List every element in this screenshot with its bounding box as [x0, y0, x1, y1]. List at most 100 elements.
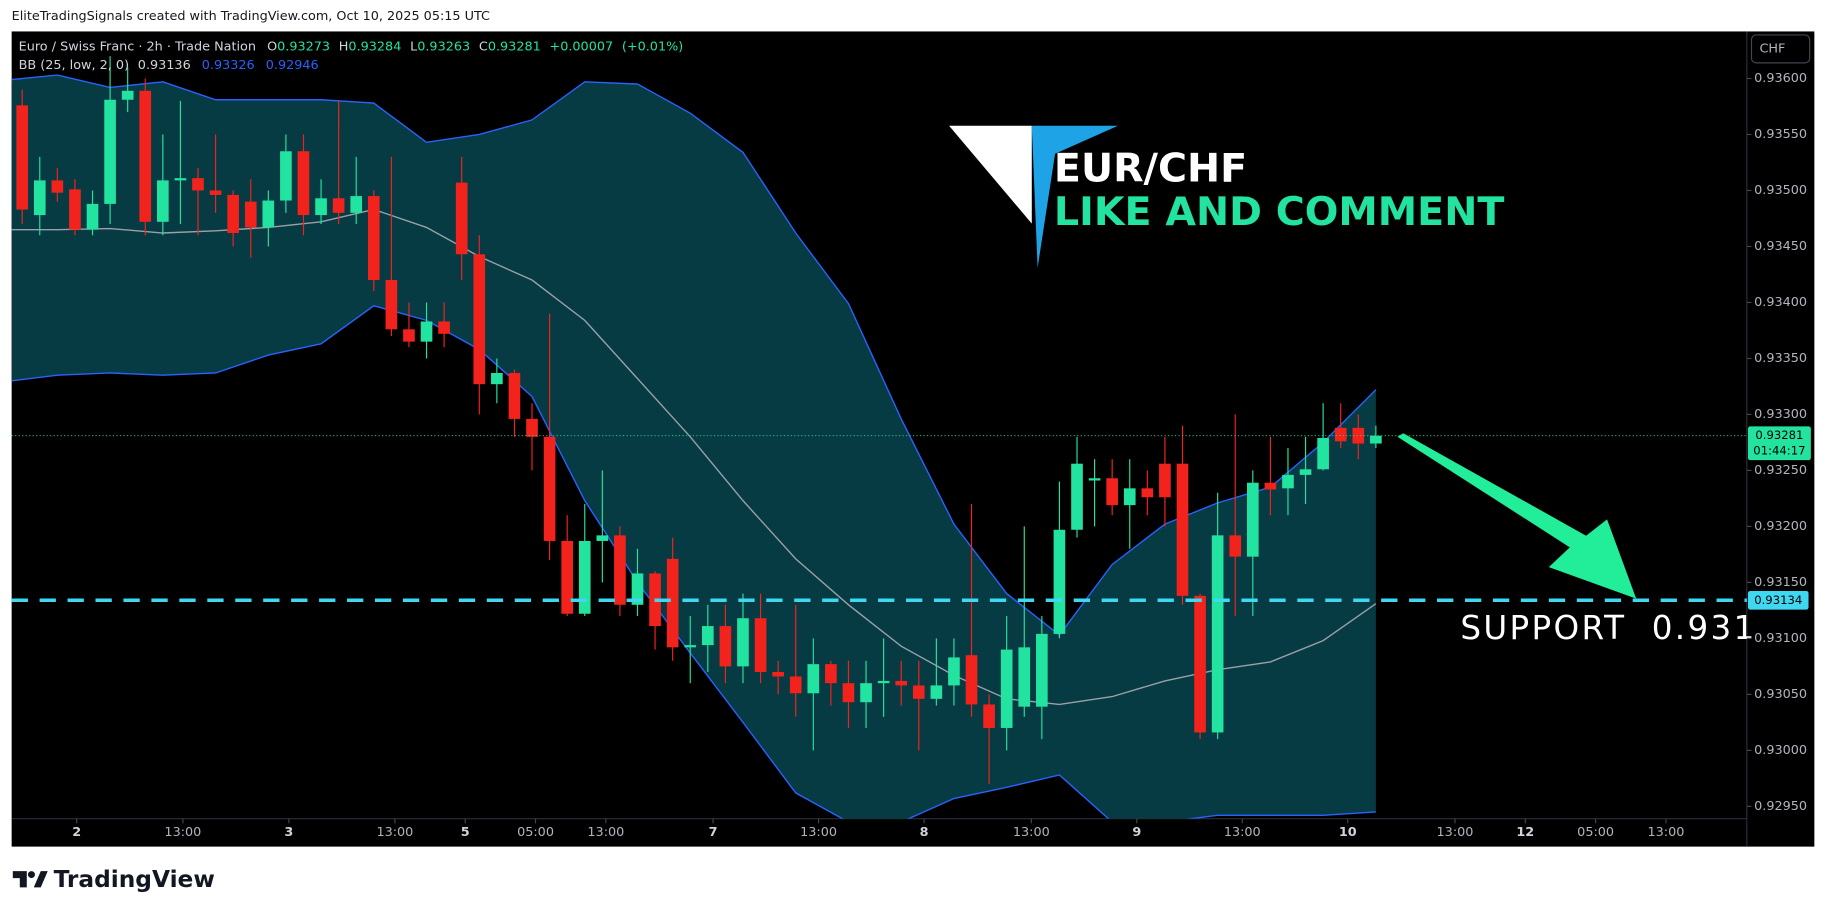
candle-body: [315, 198, 327, 216]
candle-body: [244, 201, 257, 228]
logo-mark: [12, 871, 27, 888]
y-tick-label: 0.93400: [1754, 295, 1807, 310]
ohlc-letter: O: [267, 39, 277, 54]
pair-annotation: EUR/CHF: [1054, 146, 1247, 192]
logo-mark: [27, 871, 35, 879]
y-tick-label: 0.93550: [1754, 127, 1807, 142]
candle-body: [455, 182, 468, 255]
candle-body: [69, 189, 81, 230]
candle-body: [332, 198, 345, 213]
candle-body: [701, 626, 714, 646]
bb-upper-value: 0.93326: [202, 58, 255, 73]
candle-body: [684, 645, 697, 648]
candle-body: [1123, 488, 1136, 506]
legend-symbol: Euro / Swiss Franc · 2h · Trade Nation O…: [19, 39, 684, 54]
candle-body: [209, 190, 222, 195]
candle-body: [473, 254, 486, 385]
y-tick-label: 0.93000: [1754, 743, 1807, 758]
candle-body: [948, 657, 960, 686]
candle-body: [403, 329, 415, 342]
x-tick-label: 13:00: [587, 825, 624, 840]
candle-body: [1317, 437, 1329, 470]
support-annotation: SUPPORT 0.931: [1460, 609, 1756, 647]
candle-body: [666, 558, 679, 648]
candle-body: [51, 180, 64, 193]
candle-body: [543, 436, 556, 541]
candle-body: [1176, 463, 1189, 596]
candle-body: [1334, 427, 1347, 442]
candle-body: [1088, 478, 1101, 481]
x-tick-label: 3: [284, 825, 293, 840]
candle-body: [1194, 595, 1206, 733]
candle-body: [1211, 535, 1224, 733]
candle-body: [33, 180, 46, 216]
candle-body: [280, 151, 292, 201]
candle-body: [157, 180, 169, 222]
ohlc-value: 0.93263: [417, 39, 470, 54]
x-tick-label: 13:00: [376, 825, 413, 840]
x-tick-label: 10: [1339, 825, 1357, 840]
candle-body: [297, 151, 310, 216]
candle-body: [754, 618, 767, 672]
currency-button-frame[interactable]: [1750, 34, 1811, 64]
candle-body: [895, 680, 908, 686]
candle-body: [1352, 427, 1365, 444]
candle-body: [772, 671, 784, 677]
candle-body: [86, 203, 99, 230]
candle-body: [860, 683, 872, 703]
candle-body: [789, 676, 802, 694]
legend-bb: BB (25, low, 2, 0) 0.93136 0.93326 0.929…: [19, 58, 319, 73]
candle-body: [1141, 488, 1154, 498]
candle-body: [367, 196, 380, 281]
currency-label[interactable]: CHF: [1759, 41, 1785, 56]
candle-body: [262, 200, 275, 228]
currency-button[interactable]: CHF: [1750, 34, 1811, 64]
candle-body: [983, 704, 995, 728]
x-tick-label: 13:00: [164, 825, 201, 840]
x-tick-label: 7: [709, 825, 718, 840]
plot: [11, 56, 1382, 819]
candle-body: [807, 664, 820, 694]
candle-body: [825, 664, 837, 684]
x-tick-label: 13:00: [1647, 825, 1684, 840]
candle-body: [719, 626, 732, 667]
candle-body: [385, 280, 398, 330]
last-price-tag: [1747, 426, 1811, 461]
candle-body: [1229, 535, 1242, 557]
x-tick-label: 8: [920, 825, 929, 840]
logo-mark: [33, 871, 48, 888]
candle-body: [526, 418, 538, 437]
candle-body: [139, 90, 152, 222]
candle-body: [737, 618, 749, 667]
candle-body: [614, 535, 626, 605]
candle-body: [1159, 463, 1171, 498]
x-tick-label: 13:00: [1013, 825, 1050, 840]
x-tick-label: 13:00: [800, 825, 837, 840]
candle-body: [912, 685, 925, 699]
ohlc-letter: C: [479, 39, 488, 54]
candle-body: [842, 683, 855, 703]
candle-body: [438, 321, 450, 334]
candle-body: [877, 680, 890, 684]
ohlc-letter: H: [339, 39, 349, 54]
candle-body: [578, 540, 591, 614]
candle-body: [1246, 482, 1259, 557]
ohlc-value: 0.93273: [277, 39, 330, 54]
x-tick-label: 9: [1132, 825, 1141, 840]
ohlc-letter: L: [410, 39, 418, 54]
bb-name: BB (25, low, 2, 0): [19, 58, 129, 73]
candle-body: [561, 540, 574, 614]
candle-body: [930, 685, 943, 699]
x-tick-label: 05:00: [1577, 825, 1614, 840]
arrow: [1397, 433, 1637, 599]
candle-body: [16, 105, 29, 210]
candle-body: [1370, 435, 1382, 444]
header-text: EliteTradingSignals created with Trading…: [12, 9, 490, 24]
candle-body: [121, 90, 134, 100]
support-price-label: 0.93134: [1754, 593, 1802, 607]
y-tick-label: 0.93350: [1754, 351, 1807, 366]
candle-body: [1071, 463, 1083, 530]
